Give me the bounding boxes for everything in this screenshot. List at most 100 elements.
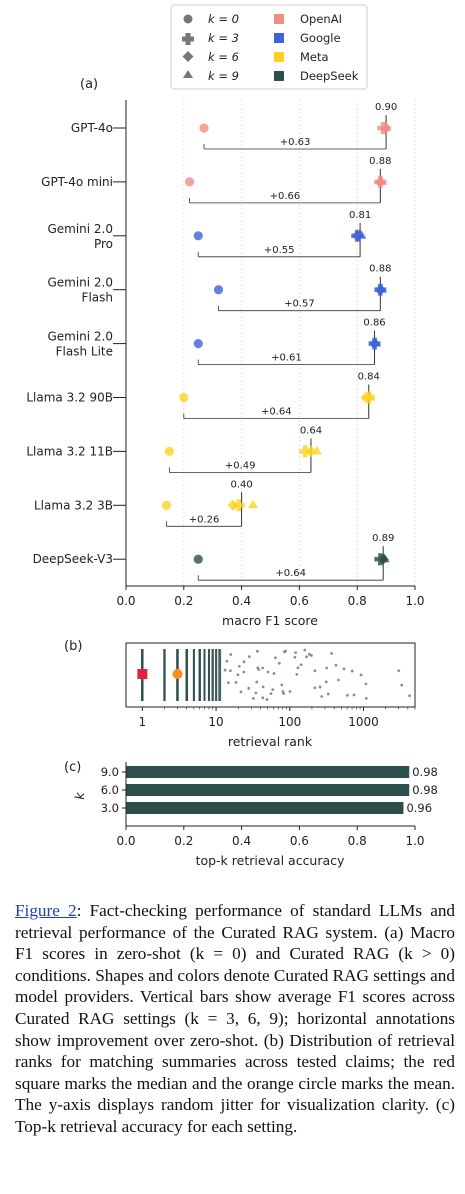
model-label: GPT-4o [71,121,113,135]
gain-label: +0.57 [284,299,315,310]
avg-label: 0.81 [349,210,371,221]
panel-c-marks: 0.98 0.98 0.96 [126,765,438,815]
accuracy-label: 0.96 [406,801,432,815]
accuracy-bar [126,784,410,796]
model-label-line: Gemini 2.0 [47,276,113,290]
rank-point [265,698,269,701]
rank-point [257,668,261,672]
median-marker [137,669,148,679]
rank-point [261,696,265,700]
rank-point [305,655,308,659]
rank-point [277,661,281,665]
rank-point [408,694,411,698]
gain-label: +0.49 [225,460,256,471]
avg-label: 0.88 [369,156,391,167]
accuracy-label: 0.98 [412,765,438,779]
marker-k9 [381,122,392,131]
rank-point [324,680,328,684]
legend-k-markers [182,14,194,78]
marker-k6 [227,499,239,511]
rank-point [352,693,356,697]
marker-k9 [370,338,381,347]
legend-k9-label: k = 9 [208,69,239,83]
gain-label: +0.64 [275,568,306,579]
marker-k0 [193,554,203,564]
rank-point [293,655,297,659]
model-label-line: Llama 3.2 90B [26,391,113,405]
marker-k9 [376,284,387,293]
marker-k9 [311,445,322,455]
rank-point [271,688,275,692]
figure: k = 0 k = 3 k = 6 k = 9 OpenAI Google Me… [26,4,438,868]
avg-label: 0.40 [230,479,252,490]
panel-a-marks: GPT-4o +0.63 0.90 GPT-4o mini +0.66 0.88 Gemin… [26,102,397,581]
rank-point [325,666,328,670]
model-label: Llama 3.2 11B [26,444,113,458]
model-label: Llama 3.2 3B [34,498,113,512]
panel-b-xtick-label: 100 [278,715,301,729]
rank-point [313,686,317,690]
panel-b-ticks: 1 10 100 1000 [139,707,416,729]
legend-openai-label: OpenAI [300,12,342,26]
model-label-line: DeepSeek-V3 [33,552,113,566]
rank-point [242,670,246,674]
legend: k = 0 k = 3 k = 6 k = 9 OpenAI Google Me… [170,4,368,90]
panel-c-ticks: 9.0 6.0 3.0 0.0 0.2 0.4 0.6 0.8 1.0 [101,765,425,848]
legend-k6-label: k = 6 [208,50,239,64]
rank-point [280,683,284,687]
rank-point [261,685,265,689]
rank-point [236,673,240,677]
marker-k9 [379,553,390,563]
rank-point [303,648,307,652]
rank-point [318,685,322,689]
panel-a-xtick-label: 0.4 [232,594,251,608]
rank-point [330,652,334,655]
marker-k0 [193,339,203,349]
rank-point [247,686,251,690]
model-label-line: GPT-4o mini [41,175,113,189]
model-label-line: Gemini 2.0 [47,222,113,236]
rank-point [269,692,273,696]
panel-c-xtick-label: 0.8 [348,834,367,848]
panel-c-label: (c) [64,760,81,775]
rank-point [320,695,324,698]
panel-a-xtick-label: 1.0 [405,594,424,608]
marker-k0 [161,500,172,510]
marker-k0 [213,285,224,295]
legend-swatch-openai [274,14,284,24]
rank-point [334,663,338,667]
gain-label: +0.64 [261,407,292,418]
mean-marker [172,669,183,679]
legend-marker-k3 [182,33,194,45]
rank-point [226,681,230,685]
rank-point [272,672,276,675]
marker-k0 [193,231,203,241]
rank-point [223,668,227,672]
panel-b-marks [137,648,411,701]
rank-point [294,651,297,655]
marker-k0 [199,123,209,133]
panel-b-xtick-label: 10 [208,715,223,729]
caption-text: : Fact-checking performance of standard … [15,901,456,1136]
rank-point [247,655,251,658]
rank-point [342,667,346,671]
panel-b-xtick-label: 1000 [348,715,379,729]
panel-c-xtick-label: 1.0 [405,834,424,848]
avg-label: 0.86 [363,318,385,329]
rank-point [400,683,404,687]
rank-point [295,673,299,676]
panel-a-xtick-label: 0.8 [348,594,367,608]
avg-label: 0.88 [369,264,391,275]
rank-point [242,660,246,664]
panel-a-xlabel: macro F1 score [222,613,318,628]
rank-point [229,653,233,656]
marker-k0 [179,392,189,403]
figure-link[interactable]: Figure 2 [15,901,77,920]
model-label: Gemini 2.0 Flash [47,276,113,305]
rank-point [307,652,311,656]
marker-k3 [299,445,312,458]
gain-label: +0.61 [271,353,302,364]
panel-b-label: (b) [64,639,82,654]
rank-point [359,673,363,677]
